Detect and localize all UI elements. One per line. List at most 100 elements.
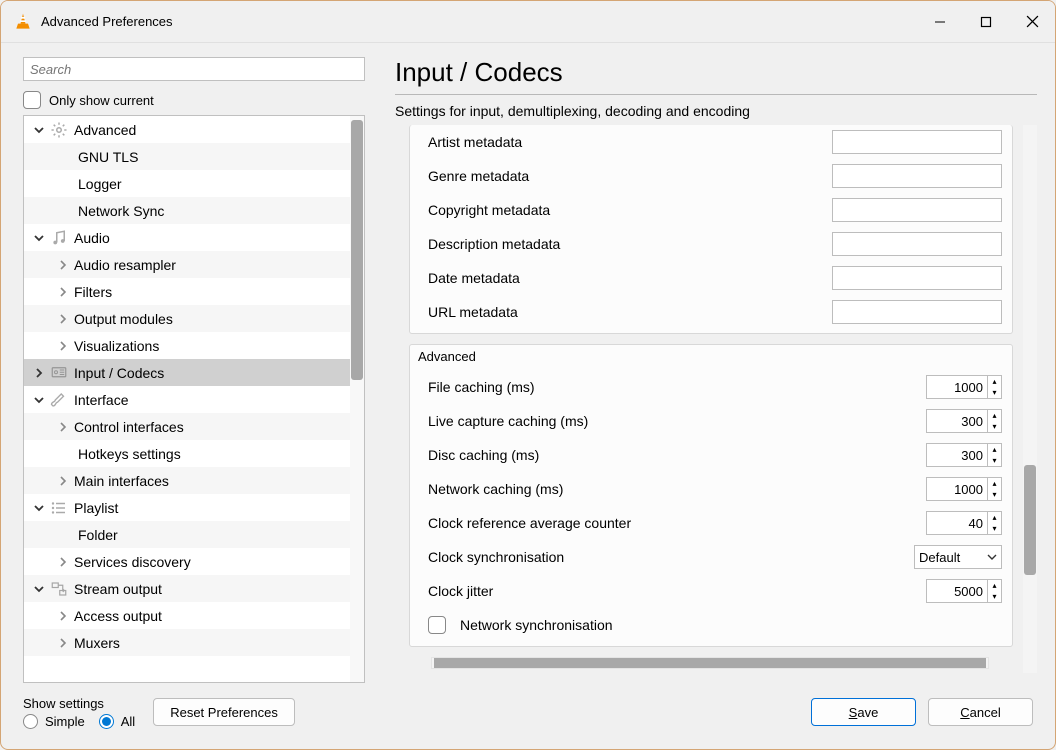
spin-input[interactable]: ▴▾ (926, 375, 1002, 399)
metadata-input[interactable] (832, 130, 1002, 154)
spin-up-icon[interactable]: ▴ (988, 478, 1001, 489)
spin-down-icon[interactable]: ▾ (988, 591, 1001, 602)
field-label: Clock synchronisation (428, 549, 914, 565)
tree-item[interactable]: Playlist (24, 494, 350, 521)
search-input[interactable] (23, 57, 365, 81)
tree-item[interactable]: Audio (24, 224, 350, 251)
content-horizontal-scrollbar[interactable] (431, 657, 989, 669)
tree-item-label: Output modules (74, 311, 173, 327)
spin-down-icon[interactable]: ▾ (988, 387, 1001, 398)
tree-item[interactable]: Hotkeys settings (24, 440, 350, 467)
spin-up-icon[interactable]: ▴ (988, 410, 1001, 421)
reset-preferences-button[interactable]: Reset Preferences (153, 698, 295, 726)
tree-item[interactable]: Input / Codecs (24, 359, 350, 386)
chevron-down-icon[interactable] (30, 392, 48, 408)
chevron-right-icon[interactable] (54, 608, 72, 624)
tree-item[interactable]: Interface (24, 386, 350, 413)
spin-value[interactable] (927, 410, 987, 432)
content-scrollbar[interactable] (1023, 125, 1037, 673)
spin-value[interactable] (927, 478, 987, 500)
chevron-right-icon[interactable] (54, 284, 72, 300)
metadata-input[interactable] (832, 300, 1002, 324)
chevron-down-icon[interactable] (30, 230, 48, 246)
spin-value[interactable] (927, 580, 987, 602)
radio-simple[interactable] (23, 714, 38, 729)
spin-input[interactable]: ▴▾ (926, 579, 1002, 603)
tree-item[interactable]: Muxers (24, 629, 350, 656)
spin-value[interactable] (927, 376, 987, 398)
tree-item[interactable]: Control interfaces (24, 413, 350, 440)
spin-input[interactable]: ▴▾ (926, 443, 1002, 467)
spin-down-icon[interactable]: ▾ (988, 523, 1001, 534)
tree-scrollbar-thumb[interactable] (351, 120, 363, 380)
tree-item-label: Muxers (74, 635, 120, 651)
minimize-button[interactable] (917, 2, 963, 42)
advanced-fieldset: Advanced File caching (ms)▴▾Live capture… (409, 344, 1013, 647)
title-underline (395, 94, 1037, 95)
spin-up-icon[interactable]: ▴ (988, 580, 1001, 591)
spin-input[interactable]: ▴▾ (926, 477, 1002, 501)
spin-up-icon[interactable]: ▴ (988, 512, 1001, 523)
tree-item[interactable]: Folder (24, 521, 350, 548)
chevron-down-icon[interactable] (30, 122, 48, 138)
tree-item[interactable]: Stream output (24, 575, 350, 602)
tree-item[interactable]: Network Sync (24, 197, 350, 224)
metadata-row: Copyright metadata (410, 193, 1012, 227)
metadata-input[interactable] (832, 232, 1002, 256)
chevron-right-icon[interactable] (30, 365, 48, 381)
tree-item[interactable]: Services discovery (24, 548, 350, 575)
tree-item-label: Logger (78, 176, 122, 192)
sidebar: Only show current AdvancedGNU TLS Logger N… (1, 43, 371, 683)
save-button[interactable]: Save (811, 698, 916, 726)
spin-input[interactable]: ▴▾ (926, 511, 1002, 535)
maximize-button[interactable] (963, 2, 1009, 42)
tree-item[interactable]: Visualizations (24, 332, 350, 359)
metadata-input[interactable] (832, 266, 1002, 290)
chevron-down-icon[interactable] (30, 581, 48, 597)
tree-item[interactable]: Output modules (24, 305, 350, 332)
spin-input[interactable]: ▴▾ (926, 409, 1002, 433)
tree-item[interactable]: Main interfaces (24, 467, 350, 494)
only-show-current-checkbox[interactable] (23, 91, 41, 109)
cancel-button[interactable]: Cancel (928, 698, 1033, 726)
select-input[interactable]: Default (914, 545, 1002, 569)
advanced-row: Disc caching (ms)▴▾ (410, 438, 1012, 472)
tree-item[interactable]: Advanced (24, 116, 350, 143)
spin-up-icon[interactable]: ▴ (988, 444, 1001, 455)
select-value: Default (919, 550, 987, 565)
tree-item[interactable]: GNU TLS (24, 143, 350, 170)
spin-value[interactable] (927, 512, 987, 534)
content-horizontal-scrollbar-thumb[interactable] (434, 658, 986, 668)
field-label: File caching (ms) (428, 379, 926, 395)
spin-value[interactable] (927, 444, 987, 466)
close-button[interactable] (1009, 2, 1055, 42)
spin-down-icon[interactable]: ▾ (988, 489, 1001, 500)
chevron-right-icon[interactable] (54, 311, 72, 327)
show-settings-label: Show settings (23, 696, 135, 711)
chevron-right-icon[interactable] (54, 419, 72, 435)
tree-item-label: Hotkeys settings (78, 446, 181, 462)
network-sync-checkbox[interactable] (428, 616, 446, 634)
chevron-right-icon[interactable] (54, 635, 72, 651)
chevron-right-icon[interactable] (54, 338, 72, 354)
content-scrollbar-thumb[interactable] (1024, 465, 1036, 575)
spin-down-icon[interactable]: ▾ (988, 421, 1001, 432)
chevron-down-icon[interactable] (30, 500, 48, 516)
chevron-right-icon[interactable] (54, 257, 72, 273)
chevron-right-icon[interactable] (54, 473, 72, 489)
metadata-input[interactable] (832, 198, 1002, 222)
window-title: Advanced Preferences (41, 14, 173, 29)
tree-scrollbar[interactable] (350, 116, 364, 682)
chevron-right-icon[interactable] (54, 554, 72, 570)
only-show-current-row[interactable]: Only show current (23, 91, 371, 109)
spin-up-icon[interactable]: ▴ (988, 376, 1001, 387)
tree-item[interactable]: Logger (24, 170, 350, 197)
metadata-input[interactable] (832, 164, 1002, 188)
tree-item[interactable]: Filters (24, 278, 350, 305)
radio-all[interactable] (99, 714, 114, 729)
tree-item-label: Network Sync (78, 203, 164, 219)
tree-item[interactable]: Access output (24, 602, 350, 629)
advanced-row: Clock synchronisation Default (410, 540, 1012, 574)
tree-item[interactable]: Audio resampler (24, 251, 350, 278)
spin-down-icon[interactable]: ▾ (988, 455, 1001, 466)
